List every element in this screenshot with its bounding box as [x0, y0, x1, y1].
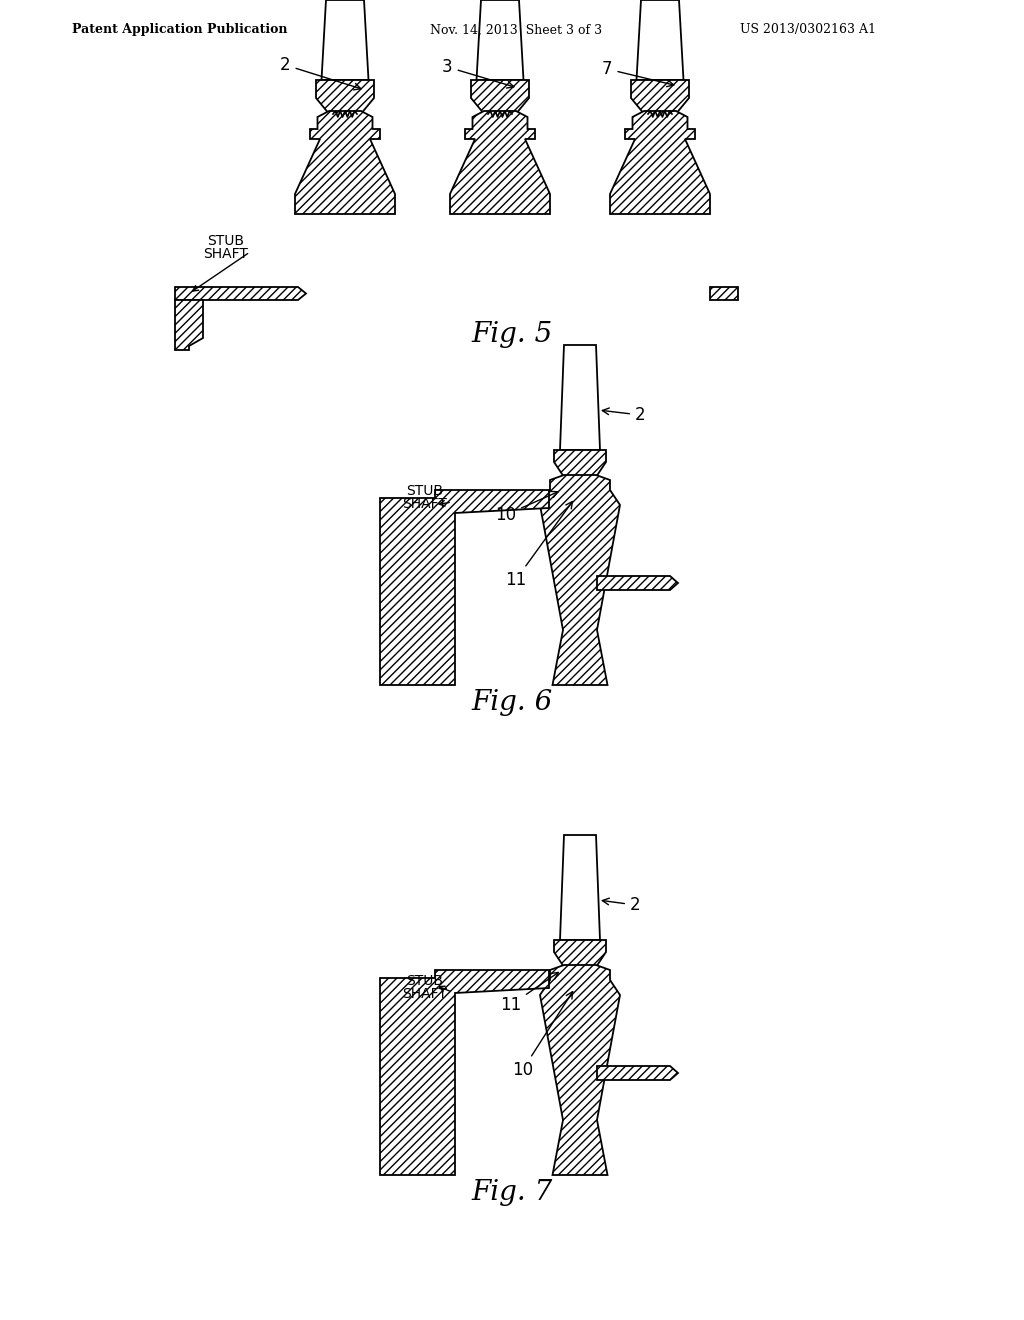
Polygon shape: [560, 836, 600, 940]
Polygon shape: [380, 970, 549, 1175]
Text: US 2013/0302163 A1: US 2013/0302163 A1: [740, 24, 876, 37]
Polygon shape: [610, 111, 710, 214]
Text: Patent Application Publication: Patent Application Publication: [72, 24, 288, 37]
Polygon shape: [476, 0, 523, 81]
Polygon shape: [295, 111, 395, 214]
Polygon shape: [554, 450, 606, 480]
Text: SHAFT: SHAFT: [402, 498, 447, 511]
Polygon shape: [322, 0, 369, 81]
Text: Nov. 14, 2013  Sheet 3 of 3: Nov. 14, 2013 Sheet 3 of 3: [430, 24, 602, 37]
Text: 10: 10: [512, 991, 572, 1078]
Text: SHAFT: SHAFT: [402, 987, 447, 1001]
Text: 11: 11: [500, 973, 558, 1014]
Polygon shape: [175, 286, 306, 300]
Polygon shape: [540, 475, 620, 685]
Polygon shape: [540, 965, 620, 1175]
Polygon shape: [471, 81, 529, 115]
Polygon shape: [380, 490, 549, 685]
Text: 7: 7: [602, 59, 674, 87]
Polygon shape: [316, 81, 374, 115]
Text: 2: 2: [602, 896, 641, 913]
Text: SHAFT: SHAFT: [204, 247, 249, 261]
Polygon shape: [597, 576, 678, 590]
Polygon shape: [637, 0, 683, 81]
Text: 10: 10: [495, 491, 558, 524]
Polygon shape: [631, 81, 689, 115]
Polygon shape: [597, 1067, 678, 1080]
Text: Fig. 7: Fig. 7: [471, 1179, 553, 1205]
Text: 2: 2: [280, 55, 360, 90]
Polygon shape: [450, 111, 550, 214]
Text: Fig. 6: Fig. 6: [471, 689, 553, 715]
Text: STUB: STUB: [407, 974, 443, 987]
Polygon shape: [560, 345, 600, 450]
Polygon shape: [554, 940, 606, 970]
Text: 11: 11: [505, 502, 572, 589]
Text: STUB: STUB: [407, 484, 443, 498]
Text: 3: 3: [442, 58, 514, 88]
Text: STUB: STUB: [208, 234, 245, 248]
Text: 2: 2: [602, 407, 645, 424]
Text: Fig. 5: Fig. 5: [471, 322, 553, 348]
Polygon shape: [175, 300, 203, 350]
Polygon shape: [710, 286, 738, 300]
